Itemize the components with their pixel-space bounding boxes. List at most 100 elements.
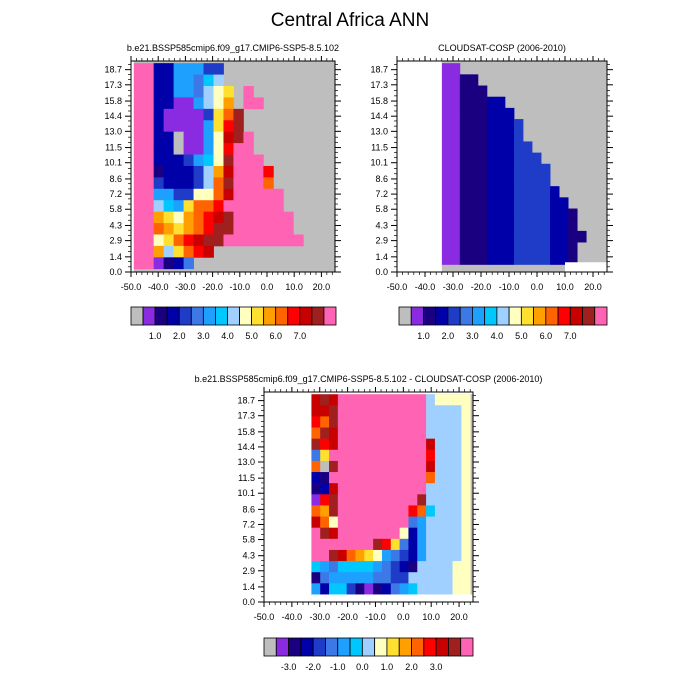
heatmap-cell [495,119,506,131]
heatmap-cell [337,460,348,473]
y-tick-label: 1.4 [375,252,388,262]
heatmap-cell [223,165,234,178]
heatmap-cell [213,74,224,87]
heatmap-cell [450,107,461,120]
heatmap-cell [399,583,409,595]
heatmap-cell [495,141,506,154]
heatmap-cell [495,174,506,187]
heatmap-cell [183,120,194,133]
heatmap-cell [355,572,365,584]
heatmap-cell [504,197,515,209]
heatmap-cell [452,549,462,562]
heatmap-cell [461,460,471,473]
heatmap-cell [541,197,551,209]
heatmap-cell [329,427,339,440]
heatmap-cell [468,208,479,221]
heatmap-cell [143,143,155,155]
heatmap-cell [163,165,175,178]
heatmap-cell [320,583,330,595]
heatmap-cell [163,108,175,121]
heatmap-cell [417,449,427,462]
heatmap-cell [143,97,155,110]
heatmap-cell [213,131,224,144]
heatmap-cell [450,152,461,165]
heatmap-cell [213,63,224,75]
heatmap-cell [513,141,524,154]
no-data-region [311,392,473,395]
heatmap-cell [364,549,374,562]
heatmap-cell [273,234,284,247]
heatmap-cell [459,219,470,232]
heatmap-cell [163,245,175,258]
heatmap-cell [233,200,244,213]
heatmap-cell [243,86,254,98]
colorbar-swatch [299,306,313,326]
heatmap-cell [568,219,578,232]
no-data-region [397,61,442,272]
heatmap-cell [441,208,452,221]
x-tick-label: 10.0 [422,612,440,622]
heatmap-cell [223,188,234,201]
heatmap-cell [495,197,506,209]
heatmap-cell [550,253,560,265]
heatmap-cell [153,74,165,87]
colorbar-label: 6.0 [540,331,553,341]
heatmap-cell [193,211,204,224]
heatmap-cell [513,119,524,131]
heatmap-cell [203,86,214,98]
heatmap-cell [452,516,462,529]
heatmap-cell [193,108,204,121]
heatmap-cell [426,516,436,529]
x-tick-label: -50.0 [121,282,142,292]
heatmap-cell [434,572,445,584]
heatmap-cell [337,516,348,529]
heatmap-cell [373,572,383,584]
heatmap-cell [441,163,452,176]
heatmap-cell [459,74,470,86]
colorbar-label: 0.0 [356,662,369,672]
heatmap-cell [337,572,348,584]
heatmap-cell [173,200,184,213]
heatmap-cell [443,516,453,529]
heatmap-cell [461,394,471,406]
heatmap-cell [223,177,234,190]
heatmap-cell [523,230,533,243]
heatmap-cell [559,208,569,221]
heatmap-cell [452,538,462,551]
heatmap-cell [346,505,356,517]
heatmap-cell [355,549,365,562]
heatmap-cell [441,152,452,165]
heatmap-cell [329,505,339,517]
heatmap-cell [133,86,145,98]
x-tick-label: -20.0 [202,282,223,292]
heatmap-cell [173,234,184,247]
heatmap-cell [311,572,321,584]
heatmap-cell [399,449,409,462]
heatmap-cell [452,483,462,495]
x-tick-label: -30.0 [309,612,330,622]
heatmap-cell [203,120,214,133]
y-tick-label: 8.6 [375,174,388,184]
y-tick-label: 0.0 [375,267,388,277]
heatmap-cell [213,108,224,121]
colorbar-swatch [323,306,337,326]
heatmap-cell [213,200,224,213]
heatmap-cell [337,483,348,495]
heatmap-cell [193,154,204,167]
heatmap-cell [390,516,401,529]
heatmap-cell [390,572,401,584]
no-data-region [131,61,134,272]
heatmap-cell [133,245,145,258]
heatmap-cell [408,460,418,473]
heatmap-cell [173,177,184,190]
heatmap-cell [381,405,392,417]
heatmap-cell [434,494,445,506]
heatmap-cell [532,186,542,198]
heatmap-cell [223,223,234,235]
heatmap-cell [364,494,374,506]
heatmap-cell [461,538,471,551]
heatmap-cell [273,211,284,224]
heatmap-cell [373,516,383,529]
heatmap-cell [133,188,145,201]
colorbar-swatch [557,306,571,326]
